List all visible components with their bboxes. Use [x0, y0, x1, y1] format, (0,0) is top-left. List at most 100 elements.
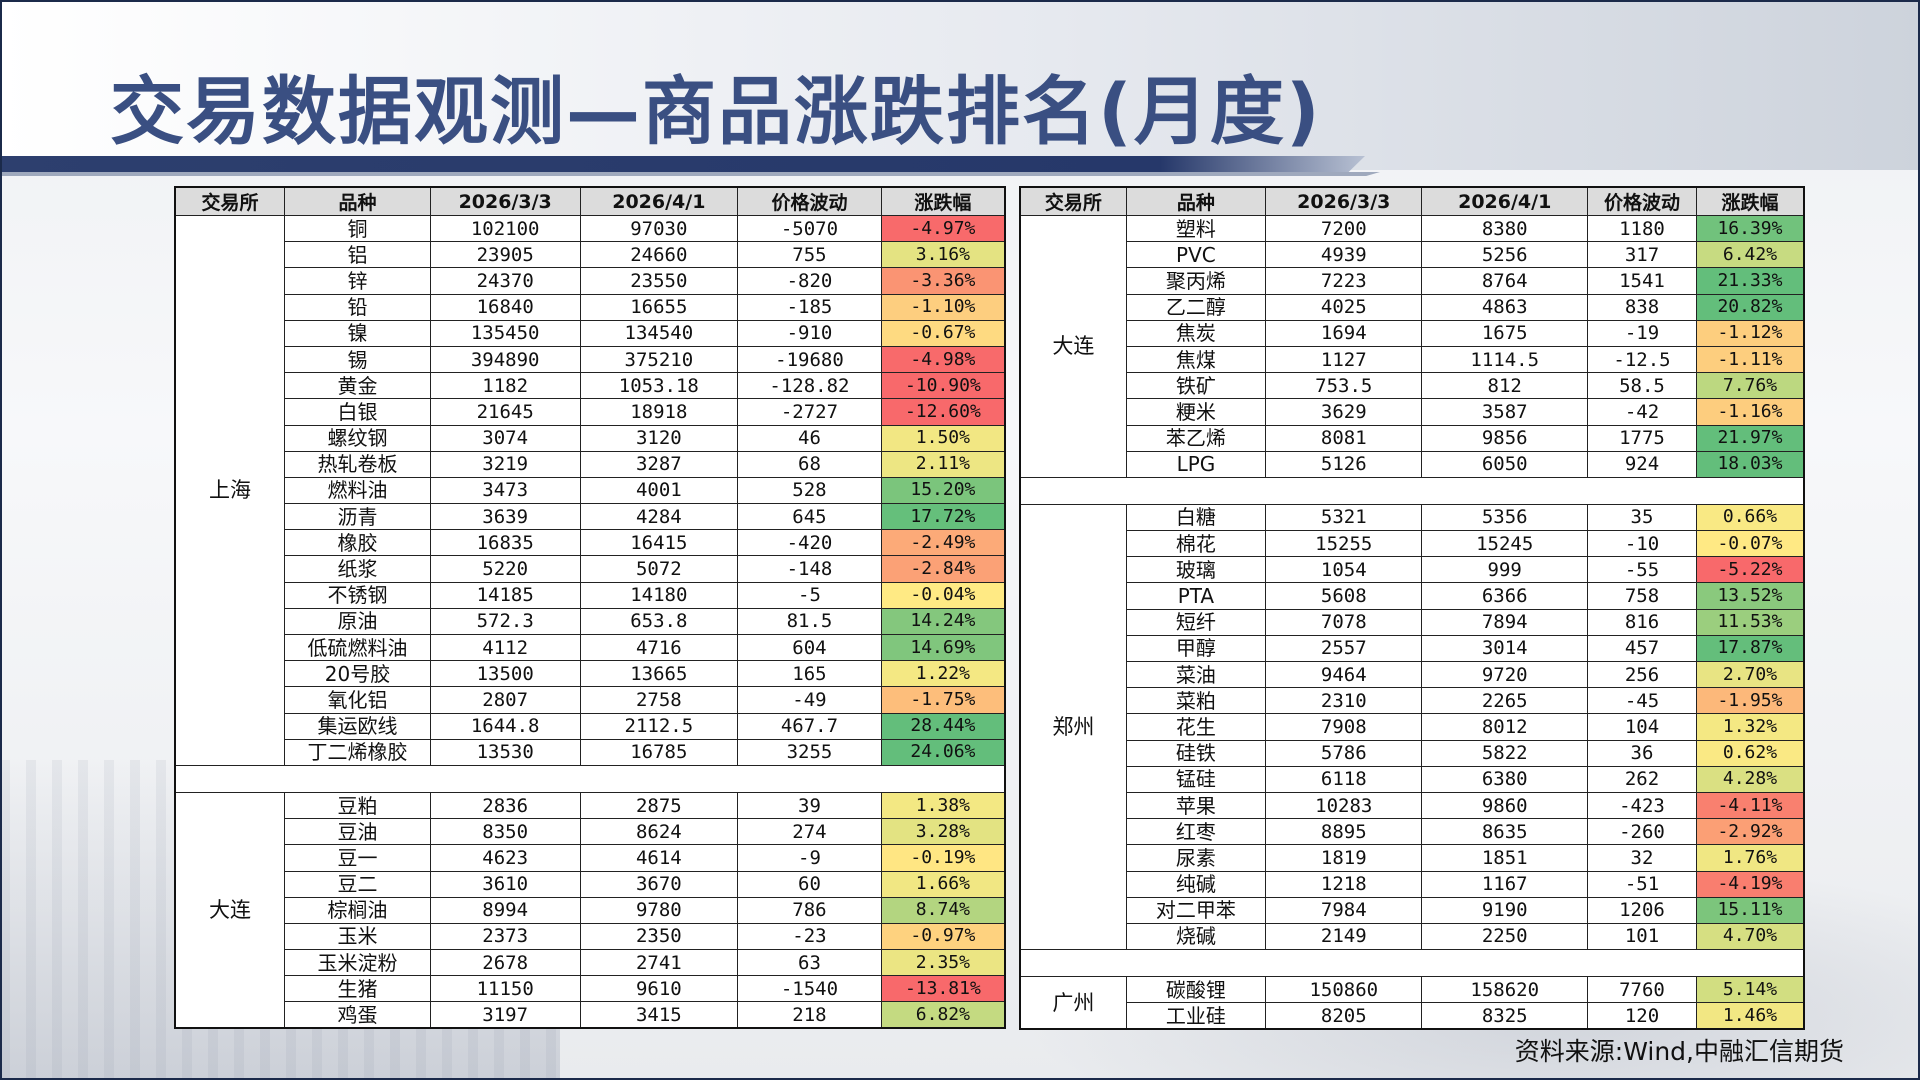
pct-change-cell: 20.82% [1695, 293, 1805, 321]
product-cell: 玉米 [284, 922, 431, 951]
product-cell: 20号胶 [284, 660, 431, 688]
price-start-cell: 7078 [1265, 608, 1423, 636]
table-row: 棉花 15255 15245 -10 -0.07% [1020, 530, 1805, 558]
pct-change-cell: 7.76% [1695, 372, 1805, 400]
pct-change-cell: -13.81% [880, 975, 1006, 1003]
price-start-cell: 3473 [429, 476, 581, 505]
table-row: 上海铜 102100 97030 -5070 -4.97% [174, 214, 1006, 766]
price-change-cell: -19680 [737, 345, 882, 374]
group-separator-row [174, 764, 1006, 793]
price-end-cell: 9610 [579, 975, 739, 1003]
price-start-cell: 1218 [1265, 870, 1423, 898]
product-cell: 锡 [284, 345, 431, 374]
pct-change-cell: -2.49% [880, 529, 1006, 557]
price-end-cell: 375210 [579, 345, 739, 374]
pct-change-cell: 3.28% [880, 818, 1006, 846]
price-end-cell: 16655 [579, 293, 739, 321]
product-cell: 原油 [284, 607, 431, 636]
price-end-cell: 2250 [1421, 922, 1589, 951]
table-row: 玉米 2373 2350 -23 -0.97% [175, 922, 1006, 951]
table-row: 甲醇 2557 3014 457 17.87% [1020, 634, 1805, 663]
table-row: 玉米淀粉 2678 2741 63 2.35% [175, 949, 1006, 977]
price-change-cell: -148 [737, 555, 882, 583]
table-row: PVC 4939 5256 317 6.42% [1020, 241, 1805, 269]
product-cell: 碳酸锂 [1125, 976, 1267, 1004]
product-cell: 螺纹钢 [284, 424, 431, 452]
table-row: 鸡蛋 3197 3415 218 6.82% [175, 1001, 1006, 1029]
price-change-cell: 81.5 [737, 607, 882, 636]
price-start-cell: 3197 [429, 1001, 581, 1029]
table-row: 烧碱 2149 2250 101 4.70% [1020, 922, 1805, 951]
pct-change-cell: 16.39% [1695, 214, 1805, 243]
price-start-cell: 3074 [429, 424, 581, 452]
price-change-cell: 786 [737, 896, 882, 924]
table-row: 苯乙烯 8081 9856 1775 21.97% [1020, 424, 1805, 452]
price-end-cell: 2741 [579, 949, 739, 977]
table-row: 生猪 11150 9610 -1540 -13.81% [175, 975, 1006, 1003]
product-cell: 短纤 [1125, 608, 1267, 636]
price-start-cell: 2836 [429, 791, 581, 820]
price-change-cell: -910 [737, 319, 882, 347]
table-row: 聚丙烯 7223 8764 1541 21.33% [1020, 267, 1805, 295]
product-cell: 粳米 [1125, 398, 1267, 426]
product-cell: 塑料 [1125, 214, 1267, 243]
table-row: 纸浆 5220 5072 -148 -2.84% [175, 555, 1006, 583]
price-change-cell: 32 [1587, 844, 1697, 872]
pct-change-cell: 0.66% [1695, 503, 1805, 532]
price-start-cell: 5786 [1265, 739, 1423, 767]
price-start-cell: 16835 [429, 529, 581, 557]
price-change-cell: 758 [1587, 582, 1697, 610]
price-end-cell: 18918 [579, 398, 739, 426]
pct-change-cell: 11.53% [1695, 608, 1805, 636]
table-row: 红枣 8895 8635 -260 -2.92% [1020, 818, 1805, 846]
product-cell: 豆二 [284, 870, 431, 898]
price-start-cell: 14185 [429, 581, 581, 609]
price-start-cell: 8081 [1265, 424, 1423, 452]
header-price-change: 价格波动 [1587, 186, 1697, 216]
price-end-cell: 2350 [579, 922, 739, 951]
price-end-cell: 6050 [1421, 450, 1589, 478]
price-end-cell: 4001 [579, 476, 739, 505]
price-end-cell: 23550 [579, 267, 739, 295]
pct-change-cell: -3.36% [880, 267, 1006, 295]
table-row: 硅铁 5786 5822 36 0.62% [1020, 739, 1805, 767]
price-end-cell: 4716 [579, 633, 739, 662]
price-end-cell: 158620 [1421, 976, 1589, 1004]
price-end-cell: 9856 [1421, 424, 1589, 452]
price-end-cell: 24660 [579, 241, 739, 269]
product-cell: 锰硅 [1125, 765, 1267, 793]
price-change-cell: 101 [1587, 922, 1697, 951]
group-separator-row [1019, 949, 1805, 978]
price-start-cell: 1644.8 [429, 712, 581, 740]
price-change-cell: 36 [1587, 739, 1697, 767]
page-title: 交易数据观测—商品涨跌排名(月度) [110, 69, 1322, 155]
price-start-cell: 8205 [1265, 1002, 1423, 1030]
pct-change-cell: 1.22% [880, 660, 1006, 688]
group-separator [174, 764, 1006, 793]
price-start-cell: 21645 [429, 398, 581, 426]
price-start-cell: 10283 [1265, 791, 1423, 820]
product-cell: 铁矿 [1125, 372, 1267, 400]
table-row: 尿素 1819 1851 32 1.76% [1020, 844, 1805, 872]
price-start-cell: 572.3 [429, 607, 581, 636]
price-start-cell: 4025 [1265, 293, 1423, 321]
price-end-cell: 1851 [1421, 844, 1589, 872]
price-start-cell: 8895 [1265, 818, 1423, 846]
price-change-cell: 58.5 [1587, 372, 1697, 400]
price-end-cell: 812 [1421, 372, 1589, 400]
price-start-cell: 1182 [429, 372, 581, 400]
product-cell: 橡胶 [284, 529, 431, 557]
price-change-cell: 816 [1587, 608, 1697, 636]
product-cell: 豆一 [284, 844, 431, 872]
price-end-cell: 9190 [1421, 896, 1589, 924]
table-row: 纯碱 1218 1167 -51 -4.19% [1020, 870, 1805, 898]
price-change-cell: 68 [737, 450, 882, 478]
product-cell: 焦煤 [1125, 345, 1267, 374]
price-start-cell: 2373 [429, 922, 581, 951]
pct-change-cell: -4.19% [1695, 870, 1805, 898]
price-end-cell: 16415 [579, 529, 739, 557]
table-row: 铁矿 753.5 812 58.5 7.76% [1020, 372, 1805, 400]
price-end-cell: 653.8 [579, 607, 739, 636]
pct-change-cell: 15.11% [1695, 896, 1805, 924]
price-start-cell: 24370 [429, 267, 581, 295]
